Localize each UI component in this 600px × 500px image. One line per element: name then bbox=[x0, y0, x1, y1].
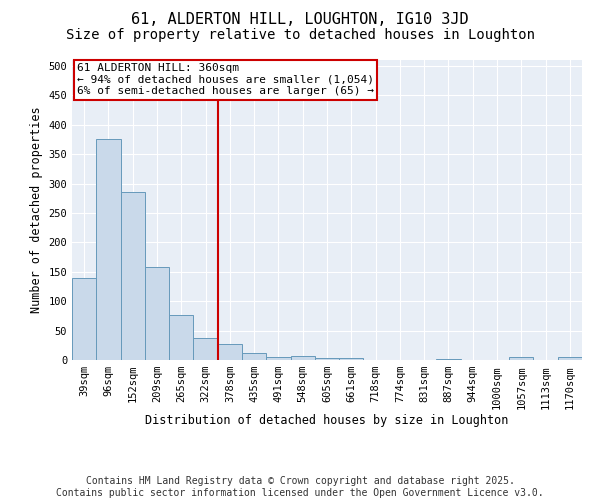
Bar bbox=[242, 353, 266, 360]
Bar bbox=[558, 357, 582, 360]
Y-axis label: Number of detached properties: Number of detached properties bbox=[30, 106, 43, 314]
X-axis label: Distribution of detached houses by size in Loughton: Distribution of detached houses by size … bbox=[145, 414, 509, 427]
Bar bbox=[121, 192, 145, 360]
Bar bbox=[169, 314, 193, 360]
Bar bbox=[339, 358, 364, 360]
Text: Size of property relative to detached houses in Loughton: Size of property relative to detached ho… bbox=[65, 28, 535, 42]
Bar bbox=[145, 267, 169, 360]
Bar bbox=[436, 359, 461, 360]
Text: 61, ALDERTON HILL, LOUGHTON, IG10 3JD: 61, ALDERTON HILL, LOUGHTON, IG10 3JD bbox=[131, 12, 469, 28]
Text: 61 ALDERTON HILL: 360sqm
← 94% of detached houses are smaller (1,054)
6% of semi: 61 ALDERTON HILL: 360sqm ← 94% of detach… bbox=[77, 63, 374, 96]
Bar bbox=[290, 356, 315, 360]
Bar bbox=[72, 278, 96, 360]
Bar bbox=[193, 338, 218, 360]
Bar bbox=[218, 344, 242, 360]
Bar bbox=[96, 140, 121, 360]
Bar bbox=[509, 357, 533, 360]
Bar bbox=[315, 358, 339, 360]
Bar bbox=[266, 357, 290, 360]
Text: Contains HM Land Registry data © Crown copyright and database right 2025.
Contai: Contains HM Land Registry data © Crown c… bbox=[56, 476, 544, 498]
